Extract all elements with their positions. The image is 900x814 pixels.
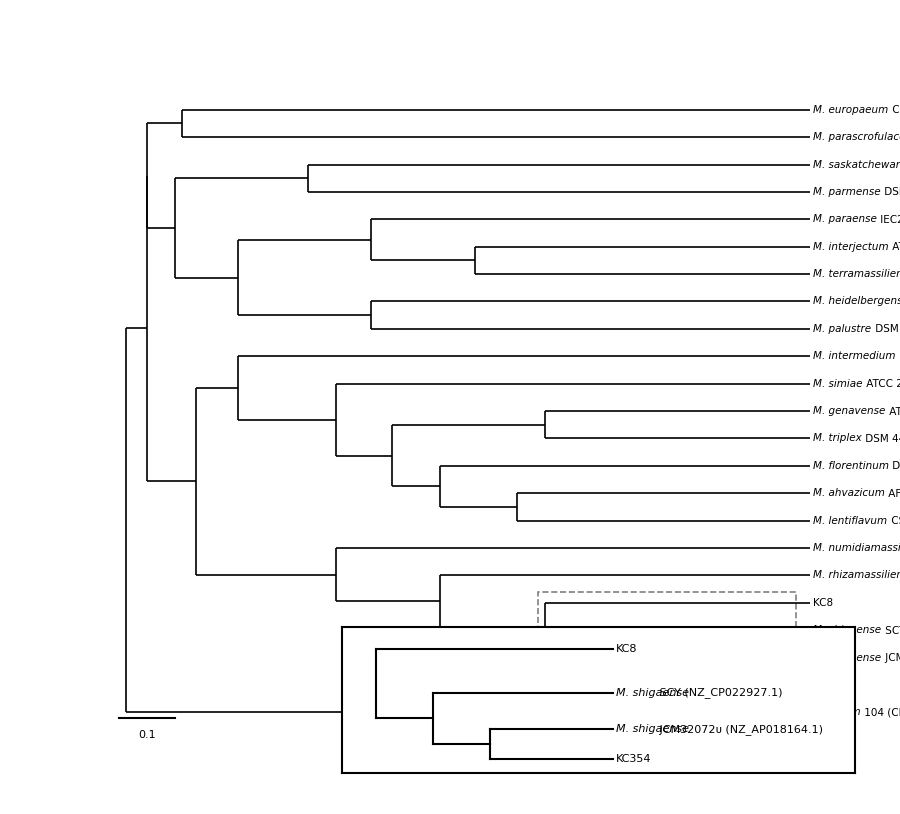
Text: ATCC 25275ᴜ (NZ_HG315953): ATCC 25275ᴜ (NZ_HG315953)	[863, 379, 900, 389]
Text: M. paraense: M. paraense	[814, 214, 878, 225]
Text: DSM 44553ᴜ (NZ_LQPO01000000): DSM 44553ᴜ (NZ_LQPO01000000)	[881, 186, 900, 197]
Text: IEC26ᴜ (LQPM00000000): IEC26ᴜ (LQPM00000000)	[878, 214, 900, 225]
Text: M. shigaense: M. shigaense	[616, 724, 688, 734]
Text: M. shigaense: M. shigaense	[616, 688, 688, 698]
Text: ATCC 51457ᴜ (NZ_FJVQ00000000): ATCC 51457ᴜ (NZ_FJVQ00000000)	[889, 241, 900, 252]
Text: M. intermedium: M. intermedium	[814, 352, 896, 361]
Text: 0.1: 0.1	[139, 730, 157, 741]
Text: M. ahvazicum: M. ahvazicum	[814, 488, 886, 498]
Text: ATCC 51234ᴜ (NZ_JAGZ01000000): ATCC 51234ᴜ (NZ_JAGZ01000000)	[886, 405, 900, 417]
Text: M. triplex: M. triplex	[814, 434, 862, 444]
Text: M. numidiamassiliense: M. numidiamassiliense	[814, 543, 900, 553]
Text: SCY (NZ_CP022927.1): SCY (NZ_CP022927.1)	[882, 625, 900, 636]
Text: DSM 44626ᴜ (NZ_LQPY01000000): DSM 44626ᴜ (NZ_LQPY01000000)	[862, 433, 900, 444]
Text: JCM32072ᴜ (NZ_AP018164.1): JCM32072ᴜ (NZ_AP018164.1)	[656, 724, 824, 735]
Text: DSM 44049ᴜ (MVHT00000000): DSM 44049ᴜ (MVHT00000000)	[896, 352, 900, 361]
Text: M. shigaense: M. shigaense	[814, 625, 882, 635]
Text: M. heidelbergense: M. heidelbergense	[814, 296, 900, 307]
Text: M. interjectum: M. interjectum	[814, 242, 889, 252]
Text: KC8: KC8	[814, 597, 833, 608]
Text: M. genavense: M. genavense	[814, 406, 886, 416]
Text: M. florentinum: M. florentinum	[814, 461, 889, 470]
Text: M. saskatchewanense: M. saskatchewanense	[814, 160, 900, 169]
Bar	[538, 592, 796, 696]
Text: M. europaeum: M. europaeum	[814, 105, 888, 115]
Text: DSM 44572ᴜ (NZ_LQPJ00000000): DSM 44572ᴜ (NZ_LQPJ00000000)	[871, 323, 900, 335]
Text: SCY (NZ_CP022927.1): SCY (NZ_CP022927.1)	[656, 687, 783, 698]
Text: AFP-003ᴜ (FXEG02000000): AFP-003ᴜ (FXEG02000000)	[886, 488, 900, 498]
Text: DSM 44852ᴜ (NZ_LQOV01000000): DSM 44852ᴜ (NZ_LQOV01000000)	[889, 461, 900, 471]
Text: CSURP 1344 (NZ_CTEC01000000): CSURP 1344 (NZ_CTEC01000000)	[888, 104, 900, 116]
Text: CSUR P1491 (CTEE01000000): CSUR P1491 (CTEE01000000)	[887, 515, 900, 526]
Text: JCM32072ᴜ (NZ_AP018164.1): JCM32072ᴜ (NZ_AP018164.1)	[882, 652, 900, 663]
Text: M. parmense: M. parmense	[814, 187, 881, 197]
Text: M. palustre: M. palustre	[814, 324, 871, 334]
Text: KC354: KC354	[616, 754, 651, 764]
Text: M. avium: M. avium	[814, 707, 861, 717]
Text: M. rhizamassiliense: M. rhizamassiliense	[814, 571, 900, 580]
Text: M. parascrofulaceum: M. parascrofulaceum	[814, 132, 900, 142]
Text: M. terramassiliense: M. terramassiliense	[814, 269, 900, 279]
Text: enlarged: enlarged	[615, 711, 670, 724]
Text: M. shigaense: M. shigaense	[814, 653, 882, 663]
Text: KC8: KC8	[616, 644, 637, 654]
Text: 104 (CP000479.1): 104 (CP000479.1)	[861, 707, 900, 717]
Text: M. lentiflavum: M. lentiflavum	[814, 515, 887, 526]
Text: M. simiae: M. simiae	[814, 379, 863, 388]
Text: KC354: KC354	[814, 680, 847, 690]
